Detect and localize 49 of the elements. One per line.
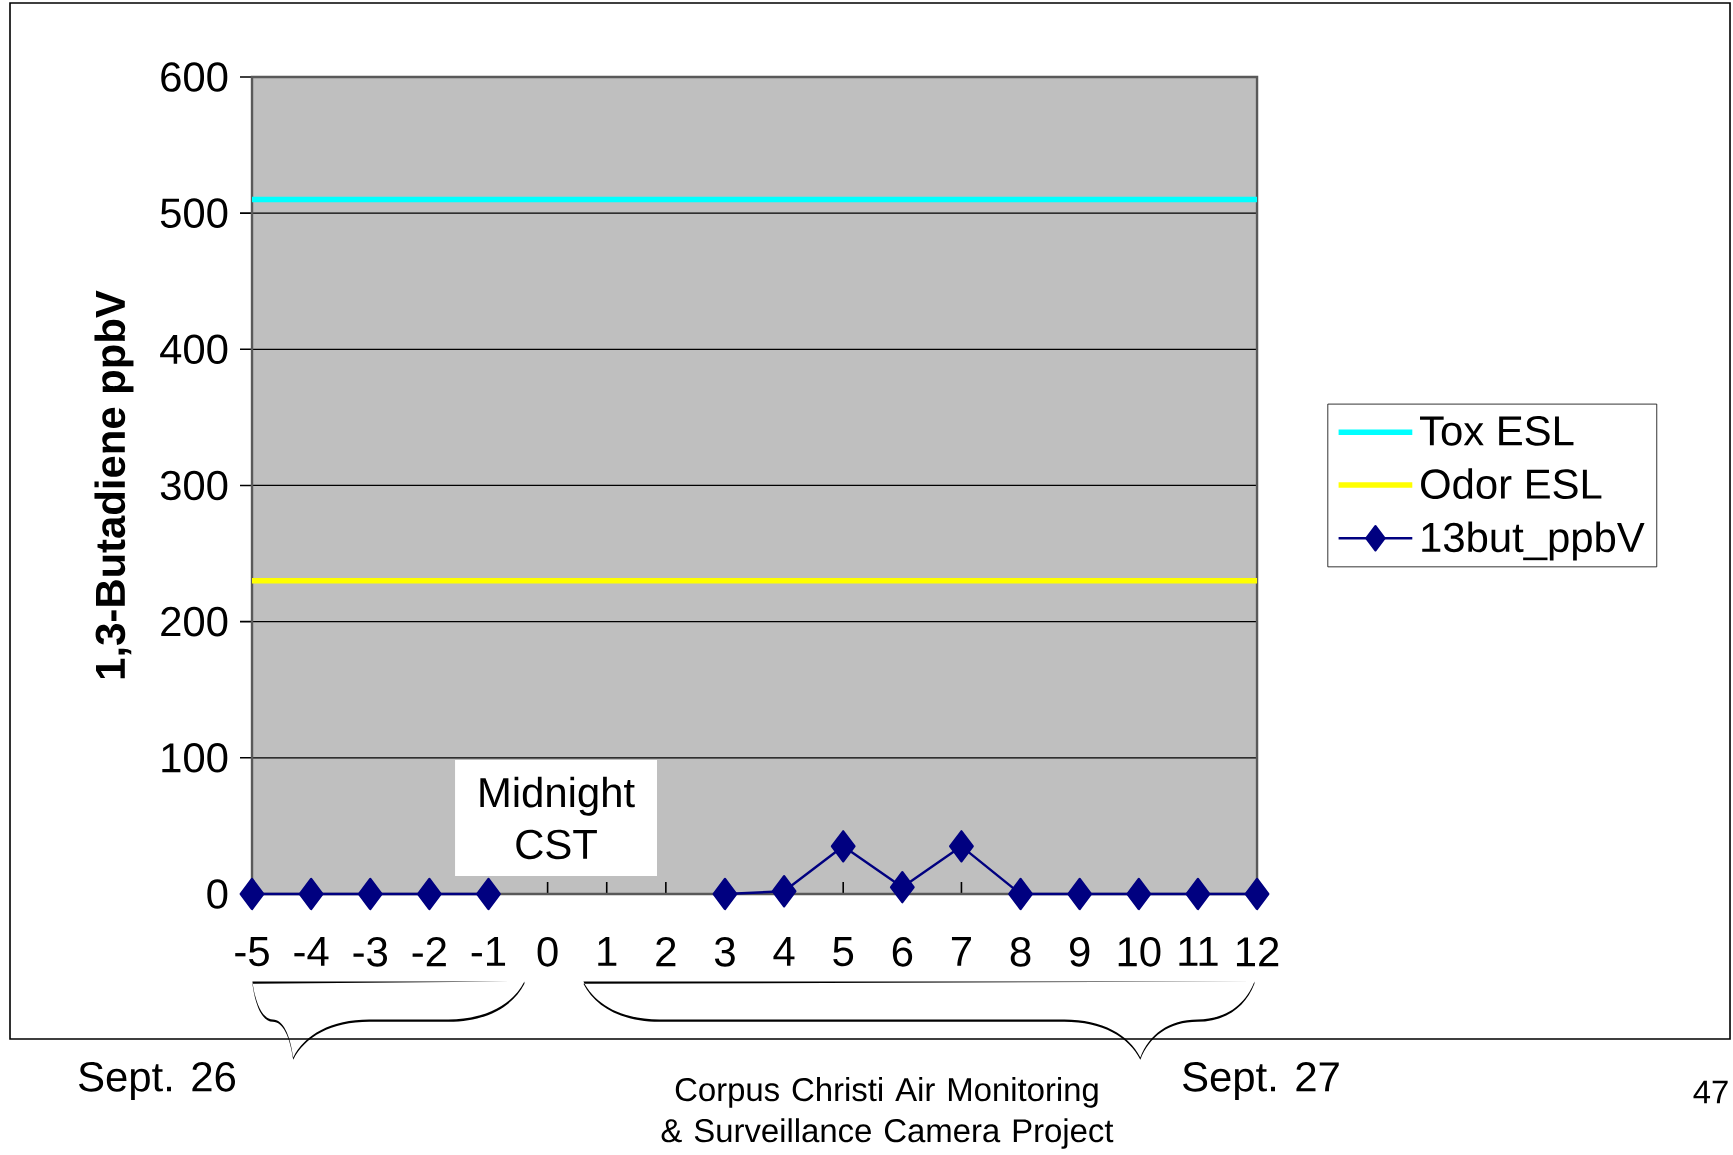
point — [1067, 877, 1093, 911]
legend-label: Tox ESL — [1420, 416, 1574, 446]
point — [239, 877, 265, 911]
x-tick-label: 6 — [892, 937, 913, 967]
x-tick-label: 4 — [773, 937, 795, 966]
x-tick-label: 8 — [1010, 937, 1031, 967]
point — [830, 830, 856, 863]
legend-label: 13but_ppbV — [1422, 521, 1645, 561]
point — [949, 830, 974, 863]
point — [771, 875, 797, 908]
point — [1126, 877, 1152, 911]
x-tick-label: 2 — [656, 937, 676, 967]
point — [1244, 877, 1270, 911]
y-axis-title: 1,3-Butadiene ppbV — [94, 290, 134, 679]
point — [1185, 877, 1211, 911]
x-tick-label: 0 — [537, 937, 558, 967]
x-tick-label: -4 — [294, 937, 329, 966]
point — [712, 877, 738, 911]
x-tick-label: 12 — [1236, 937, 1279, 967]
y-tick-label: 600 — [161, 62, 228, 92]
y-tick-label: 300 — [160, 470, 228, 501]
y-tick-label: 200 — [161, 606, 228, 637]
x-tick-label: -1 — [471, 937, 506, 966]
point — [1008, 877, 1033, 911]
legend-label: Odor ESL — [1421, 468, 1602, 499]
x-tick-label: -3 — [353, 937, 388, 967]
x-tick-label: -5 — [235, 937, 269, 967]
x-tick-label: 9 — [1070, 937, 1090, 967]
x-tick-label: 5 — [833, 937, 854, 967]
x-tick-label: 1 — [598, 937, 617, 966]
y-tick-label: 0 — [207, 879, 228, 909]
text: 47 — [1693, 1080, 1728, 1104]
x-tick-label: 7 — [951, 937, 971, 966]
y-tick-label: 100 — [162, 742, 228, 773]
annotation: Midnight CST — [480, 776, 635, 860]
x-tick-label: 11 — [1179, 937, 1218, 966]
point — [416, 877, 442, 911]
x-tick-label: 3 — [714, 937, 735, 967]
point — [476, 877, 501, 911]
y-tick-label: 500 — [160, 198, 228, 228]
x-tick-label: 10 — [1118, 937, 1161, 967]
point — [298, 877, 324, 911]
x-tick-label: -2 — [412, 937, 446, 967]
text: Sept. 27 — [1183, 1062, 1339, 1100]
text: Corpus Christi Air Monitoring & Surveillance Camera Project — [661, 1077, 1114, 1149]
y-tick-label: 400 — [160, 334, 228, 365]
text: Sept. 26 — [79, 1062, 236, 1100]
point — [357, 877, 383, 911]
point — [889, 871, 915, 904]
